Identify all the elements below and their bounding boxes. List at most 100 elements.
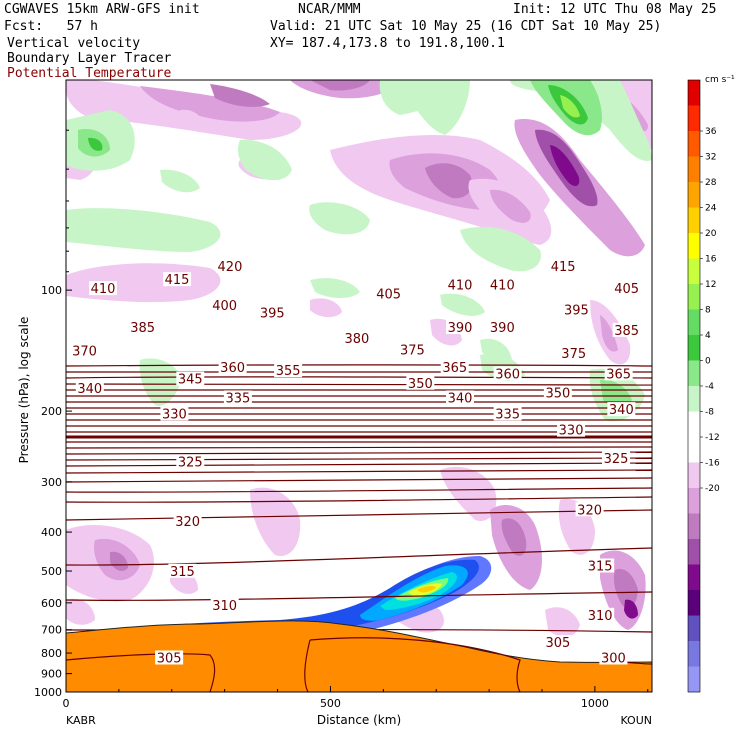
model-name: CGWAVES 15km ARW-GFS init xyxy=(4,2,200,17)
colorbar-swatch xyxy=(688,641,700,667)
colorbar-label: -20 xyxy=(705,484,720,494)
plot-frame xyxy=(65,79,653,693)
theta-label: 375 xyxy=(561,347,586,362)
theta-label: 365 xyxy=(606,367,631,382)
theta-label-bg xyxy=(488,320,517,335)
axes: 0 500 1000 100 200 300 400 500 600 700 800 900 1000 xyxy=(34,129,649,710)
colorbar-swatch xyxy=(688,411,700,438)
theta-label: 345 xyxy=(178,373,203,388)
colorbar-swatch xyxy=(688,284,700,310)
theta-label: 350 xyxy=(545,387,570,402)
theta-label: 410 xyxy=(490,279,515,294)
theta-label: 320 xyxy=(175,515,200,530)
theta-label: 325 xyxy=(178,455,203,470)
y-tick-label: 600 xyxy=(41,597,62,610)
vertical-velocity-upper xyxy=(66,80,652,422)
colorbar-swatch xyxy=(688,156,700,183)
colorbar-label: 12 xyxy=(705,280,716,290)
theta-label: 330 xyxy=(559,424,584,439)
colorbar-label: -16 xyxy=(705,459,720,469)
colorbar-swatch xyxy=(688,666,700,693)
theta-label-bg xyxy=(446,320,475,335)
colorbar-label: 36 xyxy=(705,127,717,137)
colorbar-label: 0 xyxy=(705,357,711,367)
colorbar-label: -8 xyxy=(705,408,714,418)
theta-label-bg xyxy=(599,650,628,665)
y-tick-label: 900 xyxy=(41,668,62,681)
theta-label: 350 xyxy=(408,377,433,392)
field-potential-temperature: Potential Temperature xyxy=(7,66,172,81)
x-tick-label: 1000 xyxy=(581,697,609,710)
theta-label: 360 xyxy=(220,361,245,376)
colorbar-swatch xyxy=(688,360,700,387)
theta-label-bg xyxy=(562,302,591,317)
theta-label-bg xyxy=(559,345,588,360)
cross-section-xy: XY= 187.4,173.8 to 191.8,100.1 xyxy=(270,36,505,51)
theta-label: 340 xyxy=(448,391,473,406)
theta-label-bg xyxy=(446,277,475,292)
theta-label: 335 xyxy=(495,407,520,422)
theta-label-bg xyxy=(446,390,475,405)
terrain xyxy=(66,620,652,692)
theta-label-bg xyxy=(128,320,157,335)
theta-label-bg xyxy=(607,402,636,417)
field-boundary-layer-tracer: Boundary Layer Tracer xyxy=(7,51,172,66)
colorbar-label: 24 xyxy=(705,204,717,214)
y-tick-label: 200 xyxy=(41,405,62,418)
theta-label: 320 xyxy=(577,503,602,518)
theta-label-bg xyxy=(160,406,189,421)
theta-label: 405 xyxy=(376,287,401,302)
theta-label: 390 xyxy=(490,321,515,336)
colorbar-swatch xyxy=(688,105,700,132)
y-tick-label: 700 xyxy=(41,624,62,637)
theta-label: 310 xyxy=(212,599,237,614)
theta-label: 315 xyxy=(170,565,195,580)
theta-label: 365 xyxy=(442,361,467,376)
theta-label: 415 xyxy=(165,273,190,288)
theta-label: 335 xyxy=(225,391,250,406)
theta-label-bg xyxy=(218,359,247,374)
colorbar-swatch xyxy=(688,258,700,285)
theta-label-bg xyxy=(215,258,244,273)
theta-label-bg xyxy=(575,502,604,517)
theta-label: 370 xyxy=(72,345,97,360)
colorbar-swatch xyxy=(688,590,700,616)
colorbar-swatch xyxy=(688,131,700,157)
theta-label: 420 xyxy=(218,260,243,275)
colorbar-label: 28 xyxy=(705,178,717,188)
y-axis-title: Pressure (hPa), log scale xyxy=(17,317,31,464)
colorbar-label: 8 xyxy=(705,306,711,316)
theta-label-bg xyxy=(258,305,287,320)
y-tick-label: 400 xyxy=(41,526,62,539)
theta-label: 340 xyxy=(77,382,102,397)
colorbar-label: 16 xyxy=(705,255,717,265)
colorbar-swatch xyxy=(688,539,700,565)
y-tick-label: 100 xyxy=(41,284,62,297)
colorbar-label: -4 xyxy=(705,382,714,392)
theta-label: 340 xyxy=(609,403,634,418)
theta-label: 360 xyxy=(495,367,520,382)
theta-label-bg xyxy=(89,281,118,296)
y-tick-label: 500 xyxy=(41,565,62,578)
colorbar-swatch xyxy=(688,335,700,361)
right-endpoint-label: KOUN xyxy=(620,714,652,727)
theta-label: 390 xyxy=(448,321,473,336)
theta-label-bg xyxy=(168,563,197,578)
theta-label: 305 xyxy=(157,651,182,666)
theta-labels: 415 420 410 400 395 405 410 410 415 405 385 390 390 3… xyxy=(70,258,641,666)
theta-label-bg xyxy=(70,343,99,358)
theta-label: 315 xyxy=(588,559,613,574)
theta-label-bg xyxy=(173,514,202,529)
colorbar-swatch xyxy=(688,564,700,591)
theta-label-bg xyxy=(210,297,239,312)
init-time: Init: 12 UTC Thu 08 May 25 xyxy=(513,2,717,17)
theta-label: 385 xyxy=(130,321,155,336)
x-axis-title: Distance (km) xyxy=(317,713,401,727)
colorbar-swatch xyxy=(688,80,700,106)
theta-label-bg xyxy=(612,322,641,337)
theta-label-bg xyxy=(75,380,104,395)
colorbar-swatch xyxy=(688,182,700,208)
theta-label-bg xyxy=(176,371,205,386)
valid-time: Valid: 21 UTC Sat 10 May 25 (16 CDT Sat … xyxy=(270,19,662,34)
